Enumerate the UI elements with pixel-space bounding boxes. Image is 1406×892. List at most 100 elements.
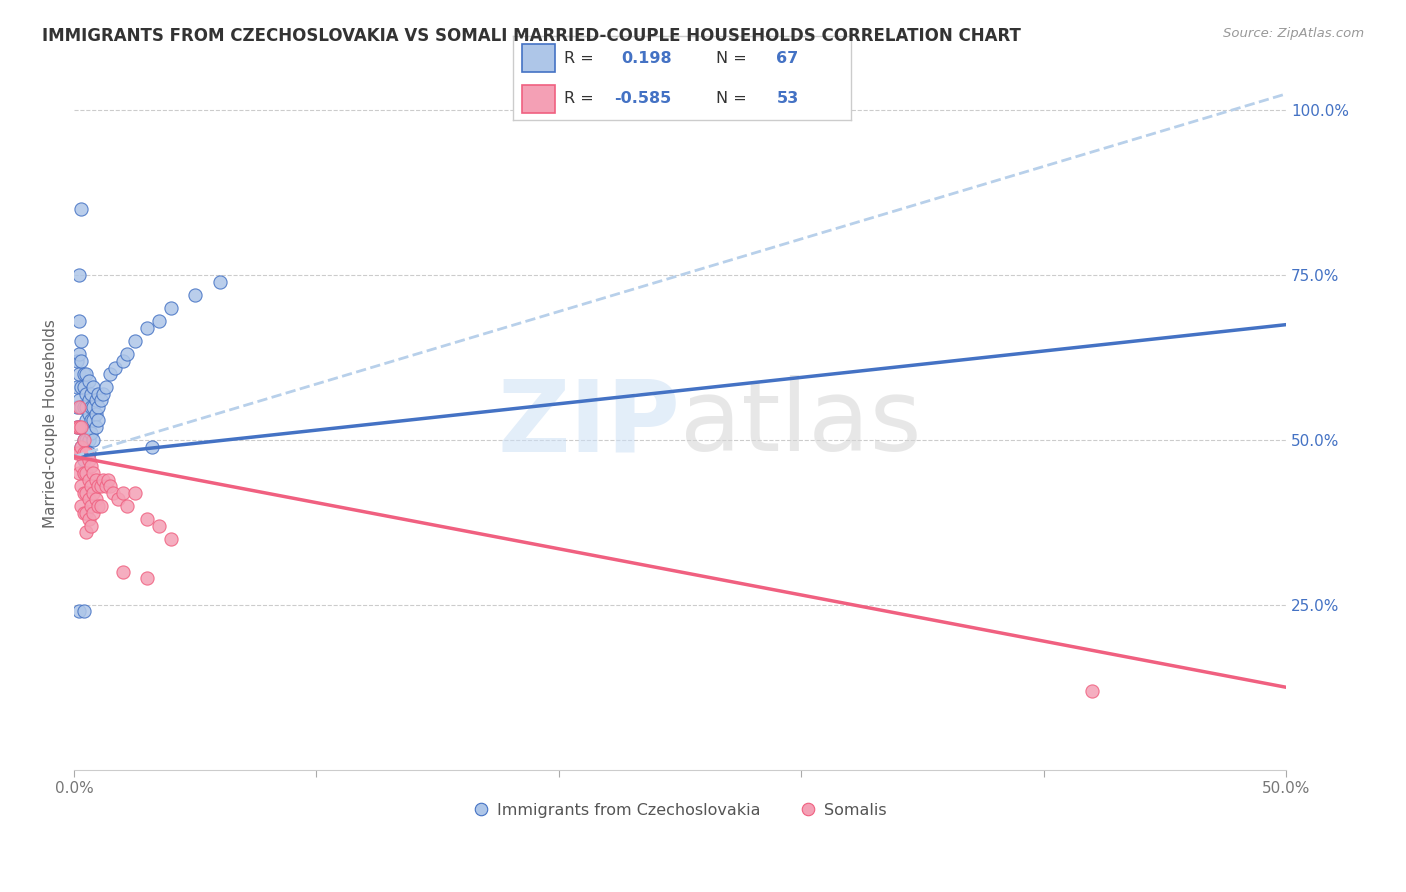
Point	[77, 473, 100, 487]
Point	[160, 301, 183, 315]
Point	[148, 518, 170, 533]
Point	[91, 387, 114, 401]
Point	[77, 433, 100, 447]
Point	[73, 433, 96, 447]
Point	[84, 407, 107, 421]
Point	[77, 446, 100, 460]
Point	[73, 433, 96, 447]
Point	[73, 380, 96, 394]
Point	[87, 387, 110, 401]
Point	[101, 485, 124, 500]
Point	[80, 518, 103, 533]
Point	[208, 275, 231, 289]
Point	[94, 479, 117, 493]
Point	[82, 466, 104, 480]
Point	[73, 420, 96, 434]
Point	[90, 499, 112, 513]
Point	[84, 473, 107, 487]
Point	[77, 393, 100, 408]
Point	[70, 499, 93, 513]
Point	[80, 479, 103, 493]
Point	[184, 288, 207, 302]
Point	[70, 440, 93, 454]
Point	[82, 433, 104, 447]
Text: -0.585: -0.585	[614, 91, 672, 106]
Point	[73, 466, 96, 480]
Point	[160, 532, 183, 546]
Point	[77, 452, 100, 467]
Point	[84, 420, 107, 434]
Point	[75, 506, 97, 520]
Point	[82, 380, 104, 394]
Point	[73, 400, 96, 414]
Text: Source: ZipAtlas.com: Source: ZipAtlas.com	[1223, 27, 1364, 40]
Legend: Immigrants from Czechoslovakia, Somalis: Immigrants from Czechoslovakia, Somalis	[467, 797, 893, 824]
Point	[70, 400, 93, 414]
Point	[67, 268, 90, 283]
Point	[65, 380, 87, 394]
Point	[67, 420, 90, 434]
Point	[107, 492, 129, 507]
Point	[67, 446, 90, 460]
Point	[73, 485, 96, 500]
Point	[100, 367, 122, 381]
Point	[90, 479, 112, 493]
Point	[141, 440, 163, 454]
Point	[73, 446, 96, 460]
Point	[124, 485, 146, 500]
Point	[84, 393, 107, 408]
Point	[80, 387, 103, 401]
Point	[77, 492, 100, 507]
Point	[67, 367, 90, 381]
Point	[87, 499, 110, 513]
Point	[77, 512, 100, 526]
Point	[82, 485, 104, 500]
Point	[67, 400, 90, 414]
Point	[70, 479, 93, 493]
Point	[82, 400, 104, 414]
Point	[75, 446, 97, 460]
Point	[111, 485, 134, 500]
Point	[82, 506, 104, 520]
Point	[67, 314, 90, 328]
Point	[82, 413, 104, 427]
Point	[70, 354, 93, 368]
Text: atlas: atlas	[681, 375, 922, 472]
Point	[80, 426, 103, 441]
Point	[94, 380, 117, 394]
Point	[75, 466, 97, 480]
Point	[70, 420, 93, 434]
Point	[70, 420, 93, 434]
Point	[77, 420, 100, 434]
Point	[80, 400, 103, 414]
Point	[80, 459, 103, 474]
Point	[148, 314, 170, 328]
Text: N =: N =	[716, 51, 752, 66]
Point	[65, 446, 87, 460]
Point	[91, 473, 114, 487]
Point	[73, 466, 96, 480]
Point	[124, 334, 146, 348]
Text: R =: R =	[564, 91, 599, 106]
Point	[87, 479, 110, 493]
Point	[65, 420, 87, 434]
Point	[70, 380, 93, 394]
Point	[1081, 683, 1104, 698]
Point	[67, 393, 90, 408]
Point	[75, 446, 97, 460]
Text: 0.198: 0.198	[621, 51, 672, 66]
Point	[75, 367, 97, 381]
Point	[75, 525, 97, 540]
Point	[135, 572, 157, 586]
Point	[65, 420, 87, 434]
Point	[87, 413, 110, 427]
Point	[84, 492, 107, 507]
Point	[65, 354, 87, 368]
Point	[73, 367, 96, 381]
Point	[117, 347, 139, 361]
Point	[80, 499, 103, 513]
Point	[65, 400, 87, 414]
Point	[97, 473, 120, 487]
Point	[67, 347, 90, 361]
Point	[67, 420, 90, 434]
